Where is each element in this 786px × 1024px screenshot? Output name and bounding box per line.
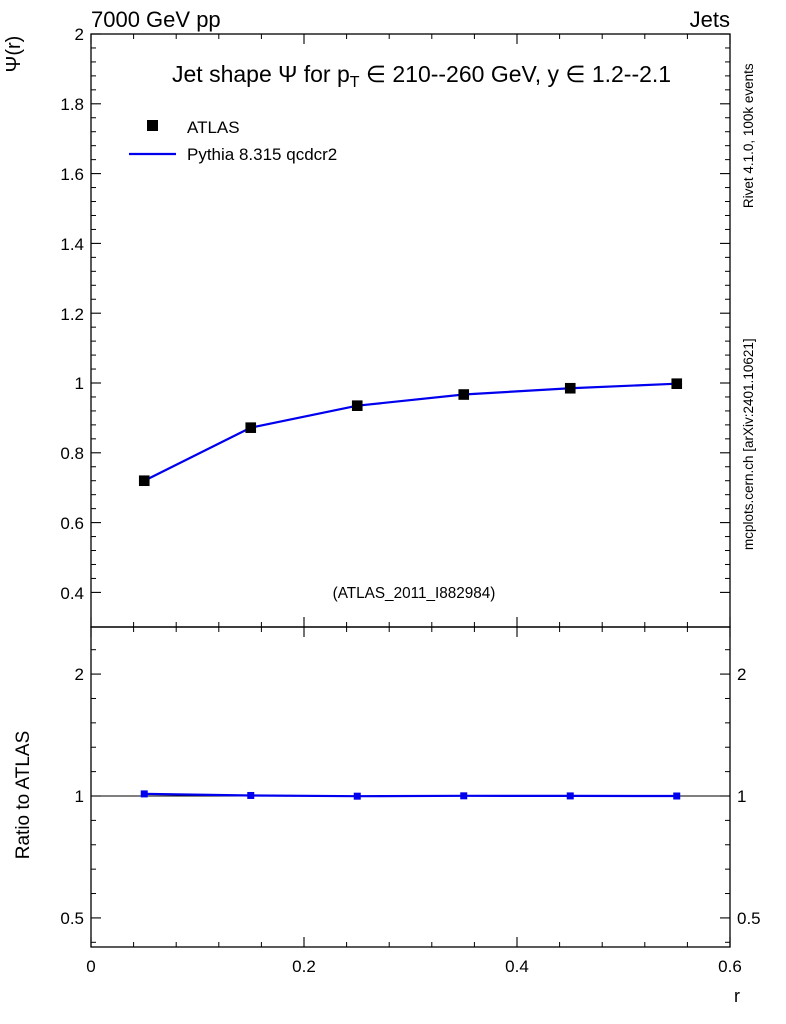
svg-text:0.4: 0.4	[505, 957, 529, 976]
svg-text:(ATLAS_2011_I882984): (ATLAS_2011_I882984)	[333, 585, 496, 602]
svg-text:0.6: 0.6	[718, 957, 742, 976]
svg-text:r: r	[734, 986, 740, 1006]
svg-text:2: 2	[75, 665, 84, 684]
svg-text:1: 1	[75, 787, 84, 806]
svg-text:0: 0	[86, 957, 95, 976]
svg-text:1: 1	[75, 374, 84, 393]
svg-text:1.4: 1.4	[60, 235, 84, 254]
svg-text:Pythia 8.315 qcdcr2: Pythia 8.315 qcdcr2	[187, 145, 337, 164]
svg-text:0.6: 0.6	[60, 514, 84, 533]
svg-text:2: 2	[75, 25, 84, 44]
svg-text:ATLAS: ATLAS	[187, 118, 240, 137]
svg-text:1: 1	[737, 787, 746, 806]
svg-text:7000 GeV pp: 7000 GeV pp	[91, 7, 221, 32]
svg-text:0.4: 0.4	[60, 584, 84, 603]
svg-text:Jets: Jets	[690, 7, 730, 32]
svg-text:0.5: 0.5	[737, 909, 761, 928]
svg-text:mcplots.cern.ch [arXiv:2401.10: mcplots.cern.ch [arXiv:2401.10621]	[741, 338, 756, 550]
svg-text:Ψ(r): Ψ(r)	[3, 36, 25, 73]
svg-text:2: 2	[737, 665, 746, 684]
svg-text:Jet shape Ψ for pT ∈ 210--260: Jet shape Ψ for pT ∈ 210--260 GeV, y ∈ 1…	[172, 61, 671, 91]
svg-text:0.8: 0.8	[60, 444, 84, 463]
svg-text:1.2: 1.2	[60, 305, 84, 324]
svg-text:1.8: 1.8	[60, 95, 84, 114]
svg-text:0.5: 0.5	[60, 909, 84, 928]
svg-text:0.2: 0.2	[292, 957, 316, 976]
svg-text:1.6: 1.6	[60, 165, 84, 184]
svg-text:Rivet 4.1.0, 100k events: Rivet 4.1.0, 100k events	[741, 63, 756, 208]
svg-text:Ratio to ATLAS: Ratio to ATLAS	[13, 731, 34, 860]
